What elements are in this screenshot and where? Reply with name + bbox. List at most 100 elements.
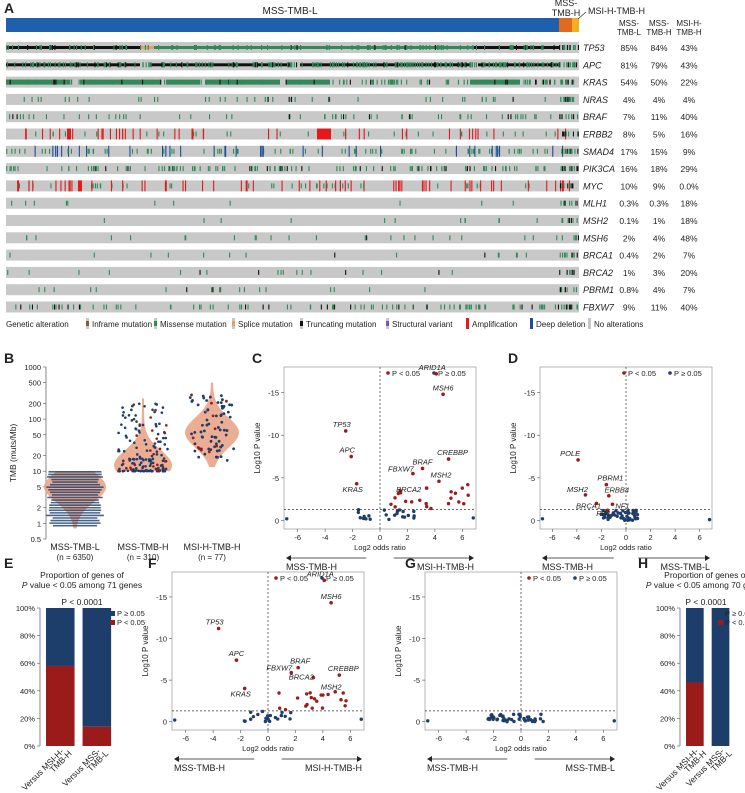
alteration-mark — [93, 45, 95, 50]
alteration-mark — [375, 148, 377, 154]
alteration-mark — [300, 45, 302, 50]
data-point — [164, 467, 168, 471]
data-point — [121, 459, 125, 463]
y-tick-label: 20% — [20, 714, 35, 723]
oncoprint-row-mlh1: MLH1 0.3% 0.3% 18% — [6, 197, 698, 209]
data-point — [135, 420, 138, 423]
alteration-mark — [353, 114, 355, 120]
amplification-cluster — [317, 128, 331, 140]
alteration-mark — [521, 304, 523, 310]
alteration-mark — [42, 128, 44, 140]
alteration-mark — [412, 62, 414, 68]
alteration-mark — [229, 200, 231, 206]
data-point — [410, 500, 414, 504]
alteration-mark — [514, 62, 516, 68]
alteration-mark — [574, 148, 576, 154]
alteration-mark — [292, 148, 294, 154]
alteration-mark — [404, 45, 406, 50]
alteration-mark — [212, 79, 214, 85]
alteration-mark — [58, 62, 60, 68]
alteration-mark — [459, 45, 461, 50]
alteration-mark — [11, 148, 13, 154]
data-point-fbxw7 — [411, 471, 415, 476]
gene-pct: 7% — [623, 112, 636, 122]
alteration-mark — [348, 145, 350, 157]
alteration-mark — [510, 45, 512, 50]
data-point — [402, 515, 407, 519]
data-point — [525, 715, 530, 719]
data-point — [228, 403, 232, 407]
alteration-mark — [6, 45, 8, 50]
data-point — [126, 469, 130, 473]
alteration-mark — [305, 183, 307, 189]
arrowhead-left — [174, 756, 179, 762]
alteration-mark — [564, 148, 566, 154]
alteration-mark — [405, 62, 407, 68]
alteration-mark — [68, 96, 70, 102]
alteration-mark — [381, 166, 383, 172]
data-point — [446, 501, 451, 506]
gene-pct: 3% — [653, 268, 666, 278]
legend-label-nonsig: P ≥ 0.05 — [674, 369, 702, 378]
alteration-mark — [185, 180, 187, 192]
alteration-mark — [540, 304, 542, 310]
subtitle-p: P — [646, 580, 652, 590]
alteration-mark — [268, 304, 270, 310]
alteration-mark — [554, 131, 556, 137]
alteration-mark — [11, 200, 13, 206]
col-header: TMB-H — [646, 28, 672, 37]
subtitle-rest: value < 0.05 among 71 genes — [28, 580, 143, 590]
data-point — [368, 517, 372, 521]
gene-pct: 4% — [653, 95, 666, 105]
alteration-mark — [398, 62, 400, 68]
alteration-mark — [203, 252, 205, 258]
y-tick-label: 80% — [660, 632, 675, 641]
alteration-mark — [399, 200, 401, 206]
data-point-msh6 — [441, 392, 445, 397]
alteration-mark — [344, 148, 346, 154]
alteration-mark — [566, 148, 568, 154]
gene-pct: 0.0% — [679, 181, 699, 191]
alteration-mark — [176, 166, 178, 172]
data-point — [502, 718, 507, 722]
alteration-mark — [246, 45, 248, 50]
alteration-mark — [274, 166, 276, 172]
alteration-mark — [566, 79, 568, 85]
alteration-mark — [202, 128, 204, 140]
alteration-mark — [416, 166, 418, 172]
alteration-mark — [254, 62, 256, 68]
alteration-mark — [173, 148, 175, 154]
y-tick-label: 500 — [28, 379, 41, 388]
alteration-mark — [424, 287, 426, 293]
alteration-mark — [565, 148, 567, 154]
alteration-mark — [546, 79, 548, 85]
alteration-mark — [563, 45, 565, 50]
arrowhead-right — [357, 756, 362, 762]
alteration-mark — [568, 218, 570, 223]
point-label-kras: KRAS — [342, 485, 362, 494]
alteration-mark — [407, 62, 409, 68]
alteration-mark — [254, 96, 256, 102]
alteration-mark — [193, 166, 195, 172]
gene-label-fbxw7: FBXW7 — [583, 303, 615, 313]
alteration-mark — [245, 180, 247, 192]
alteration-mark — [274, 148, 276, 154]
data-point — [539, 712, 543, 716]
data-point — [387, 517, 391, 522]
alteration-mark — [499, 145, 501, 157]
alteration-mark — [254, 62, 256, 68]
alteration-mark — [164, 180, 166, 192]
legend-dot-sig — [386, 371, 390, 375]
gene-pct: 18% — [650, 164, 667, 174]
alteration-mark — [564, 200, 566, 206]
alteration-mark — [500, 180, 502, 192]
data-point — [162, 430, 166, 434]
data-point-msh2 — [583, 493, 588, 497]
alteration-mark — [333, 62, 335, 68]
alteration-mark — [19, 148, 21, 154]
alteration-mark — [122, 128, 124, 140]
alteration-mark — [126, 183, 128, 189]
alteration-mark — [35, 79, 37, 85]
alteration-mark — [412, 304, 414, 310]
alteration-mark — [97, 166, 99, 172]
